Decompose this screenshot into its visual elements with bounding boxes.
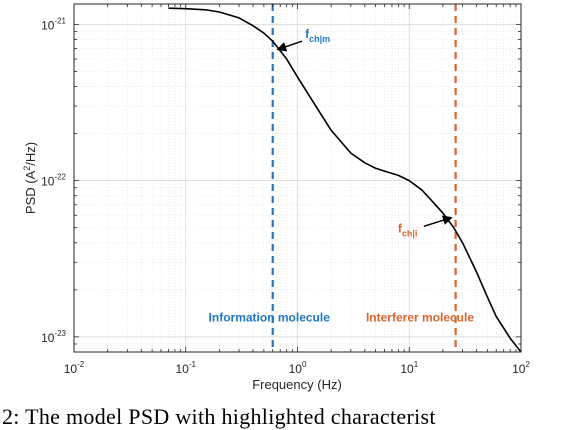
region-labels: Information molecule Interferer molecule xyxy=(209,311,475,325)
x-tick-label: 10-2 xyxy=(64,360,85,376)
y-tick-label: 10-21 xyxy=(41,16,66,32)
annotation-label: fch|i xyxy=(398,221,418,238)
x-tick-label-exponent: 1 xyxy=(414,360,419,369)
annotation-label-main: f xyxy=(305,27,310,41)
x-tick-label-base: 10 xyxy=(289,362,303,376)
x-tick-label: 101 xyxy=(400,360,418,376)
x-tick-label: 10-1 xyxy=(176,360,197,376)
y-tick-label-base: 10 xyxy=(41,18,55,32)
x-tick-label-base: 10 xyxy=(400,362,414,376)
vertical-markers xyxy=(271,4,457,352)
x-tick-label: 100 xyxy=(289,360,307,376)
y-tick-label: 10-23 xyxy=(41,329,66,345)
annotation-arrow xyxy=(423,215,453,227)
figure-caption: 2: The model PSD with highlighted charac… xyxy=(2,404,436,429)
region-label: Information molecule xyxy=(209,311,331,325)
x-tick-label-base: 10 xyxy=(64,362,78,376)
x-tick-label-base: 10 xyxy=(512,362,526,376)
x-tick-label-exponent: 0 xyxy=(302,360,307,369)
x-tick-label-exponent: 2 xyxy=(525,360,530,369)
x-tick-label-exponent: -2 xyxy=(77,360,85,369)
y-tick-label-exponent: -23 xyxy=(54,329,66,338)
x-tick-label-exponent: -1 xyxy=(189,360,197,369)
y-tick-label-base: 10 xyxy=(41,175,55,189)
x-tick-label: 102 xyxy=(512,360,530,376)
y-tick-label-base: 10 xyxy=(41,331,55,345)
annotation-arrow xyxy=(276,40,303,52)
grid xyxy=(73,4,521,353)
y-axis-label: PSD (A2/Hz) xyxy=(22,142,38,214)
x-tick-label-base: 10 xyxy=(176,362,190,376)
y-tick-label-exponent: -22 xyxy=(54,173,66,182)
y-tick-label: 10-22 xyxy=(41,173,66,189)
annotation-label-subscript: ch|i xyxy=(402,228,418,238)
y-tick-label-exponent: -21 xyxy=(54,16,66,25)
y-axis-label-superscript: 2 xyxy=(22,166,32,171)
y-axis-label-tail: /Hz) xyxy=(23,142,38,166)
x-axis-label: Frequency (Hz) xyxy=(252,377,342,392)
annotation-label-main: f xyxy=(398,221,403,235)
psd-curve xyxy=(168,7,522,353)
series-group xyxy=(168,7,522,353)
annotation-label-subscript: ch|m xyxy=(309,34,330,44)
annotation-label: fch|m xyxy=(305,27,330,44)
region-label: Interferer molecule xyxy=(366,311,474,325)
axis-ticks xyxy=(73,4,521,353)
